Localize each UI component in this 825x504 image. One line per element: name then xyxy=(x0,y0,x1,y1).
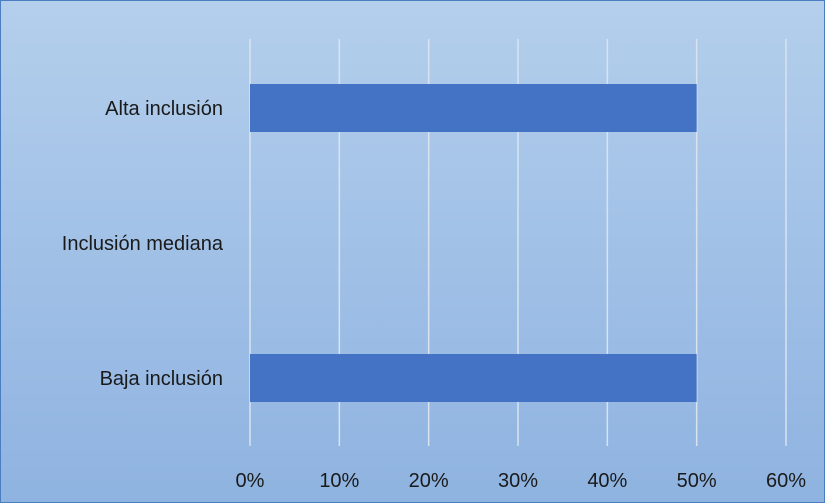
x-tick-label: 0% xyxy=(236,470,265,492)
category-label: Alta inclusión xyxy=(105,98,223,120)
x-tick-label: 30% xyxy=(498,470,538,492)
x-tick-label: 60% xyxy=(766,470,806,492)
x-tick-label: 50% xyxy=(677,470,717,492)
x-tick-label: 40% xyxy=(587,470,627,492)
category-label: Inclusión mediana xyxy=(62,233,224,255)
bar-2 xyxy=(250,354,697,402)
category-labels: Alta inclusión Inclusión mediana Baja incl… xyxy=(62,98,224,390)
bar-0 xyxy=(250,84,697,132)
x-axis-tick-labels: 0% 10% 20% 30% 40% 50% 60% xyxy=(236,470,807,492)
category-label: Baja inclusión xyxy=(100,368,223,390)
bars xyxy=(250,84,697,402)
x-tick-label: 20% xyxy=(409,470,449,492)
x-tick-label: 10% xyxy=(319,470,359,492)
